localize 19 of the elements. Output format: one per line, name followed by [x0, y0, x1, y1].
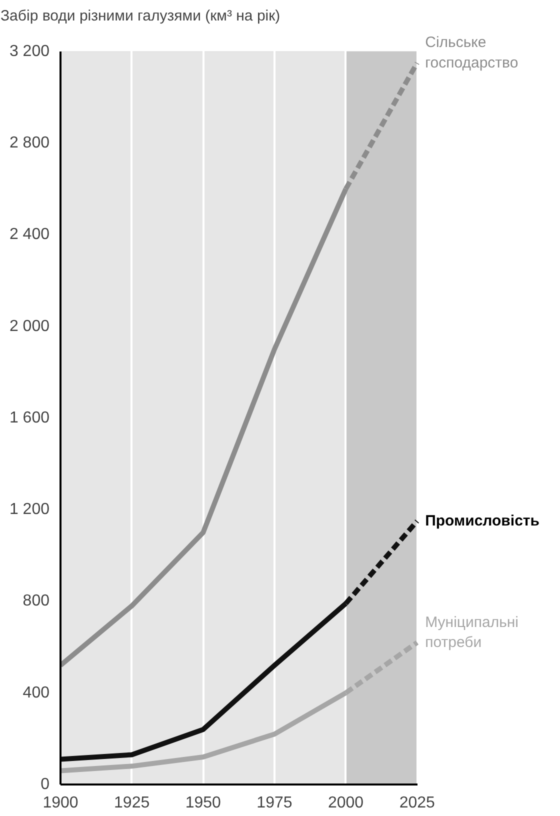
y-tick-label: 400 [22, 684, 50, 702]
x-tick-label: 1950 [185, 794, 222, 812]
y-tick-label: 800 [22, 592, 50, 610]
x-tick-label: 2000 [328, 794, 364, 812]
x-tick-label: 1975 [256, 794, 292, 812]
y-tick-label: 1 200 [9, 501, 50, 518]
y-tick-label: 2 800 [9, 134, 50, 152]
x-tick-label: 2025 [399, 794, 436, 812]
x-tick-label: 1900 [42, 794, 78, 812]
y-tick-label: 0 [40, 776, 50, 793]
y-tick-label: 2 400 [9, 226, 50, 244]
y-tick-label: 1 600 [9, 409, 50, 426]
text: Сільське господарство [425, 34, 518, 72]
y-tick-label: 2 000 [9, 318, 50, 335]
chart-title: Забір води різними галузями (км³ на рік) [0, 8, 280, 24]
text: Муніципальні потреби [425, 614, 519, 652]
y-tick-label: 3 200 [9, 42, 50, 60]
text: Промисловість [425, 512, 540, 530]
x-tick-label: 1925 [114, 794, 150, 812]
